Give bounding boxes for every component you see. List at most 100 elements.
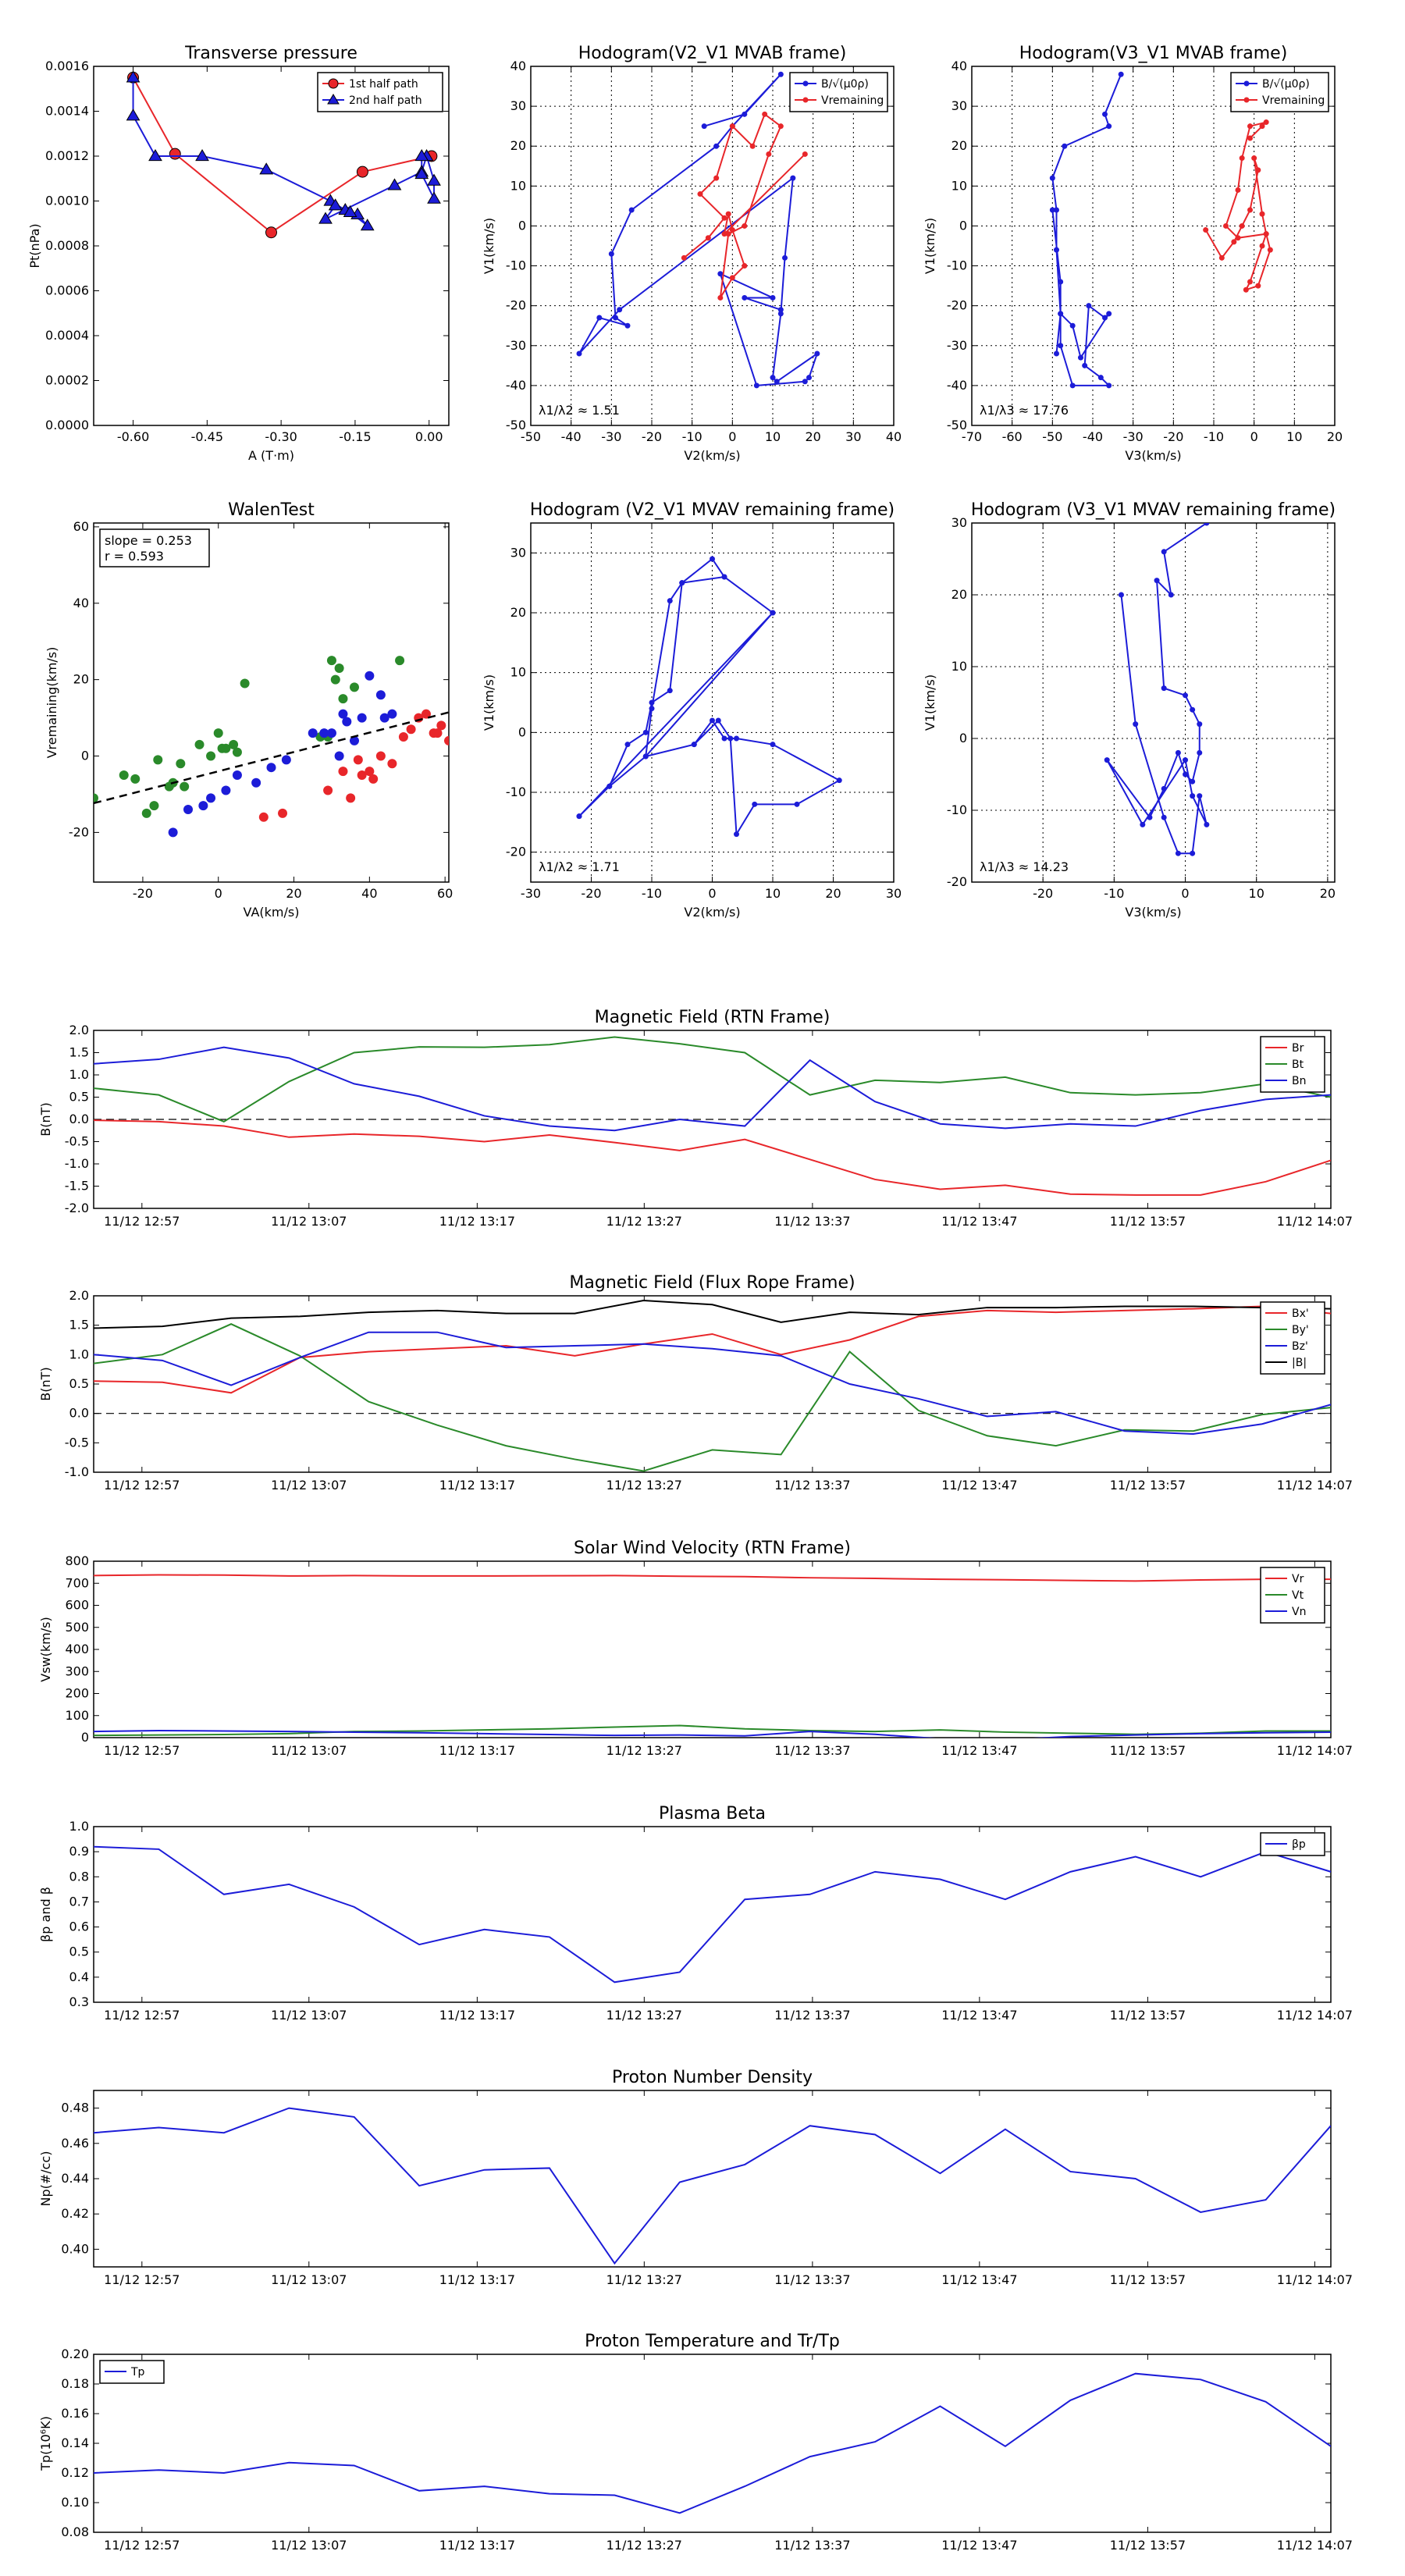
data-point (436, 720, 446, 731)
data-point (721, 735, 727, 742)
panel-bFR: Magnetic Field (Flux Rope Frame) -1.0 -0.5… (38, 1273, 1353, 1493)
data-point (240, 678, 250, 688)
y-tick-label: 10 (510, 665, 526, 680)
x-tick-label: 11/12 13:17 (439, 2272, 515, 2287)
panel-h2: Hodogram(V3_V1 MVAB frame) -50 -40 -30 -20 -1… (923, 44, 1343, 463)
legend-label: Vr (1292, 1573, 1304, 1585)
annotation-text: slope = 0.253 (105, 533, 192, 548)
data-point (777, 71, 784, 77)
data-point (406, 724, 416, 735)
series-line-Vremaining (683, 112, 806, 298)
x-tick-label: 0 (1181, 886, 1189, 901)
y-tick-label: 0.12 (61, 2465, 89, 2480)
axes-frame (93, 2090, 1332, 2268)
y-tick-label: 40 (510, 59, 526, 73)
data-point (1223, 222, 1229, 229)
data-point (1082, 362, 1088, 368)
plot-area (94, 656, 449, 838)
x-tick-label: 11/12 12:57 (104, 1743, 180, 1758)
y-tick-label: -30 (506, 338, 526, 353)
y-tick-label: 0.5 (69, 1944, 89, 1959)
series-line-0 (578, 557, 841, 837)
y-tick-label: 60 (73, 519, 89, 534)
data-point (617, 307, 623, 313)
axes-frame (93, 2354, 1332, 2533)
data-point (323, 785, 333, 795)
y-tick-label: 600 (65, 1598, 89, 1613)
x-tick-label: 11/12 13:47 (941, 1743, 1017, 1758)
x-tick-label: 11/12 13:37 (774, 2008, 850, 2023)
axes-frame (93, 522, 450, 883)
y-axis-label: Vsw(km/s) (38, 1617, 53, 1681)
y-axis-label: Np(#/cc) (38, 2151, 53, 2207)
x-tick-label: 11/12 13:57 (1110, 1214, 1186, 1229)
y-tick-label: 0.10 (61, 2495, 89, 2510)
x-tick-label: 0 (1250, 429, 1258, 444)
data-point (1140, 821, 1146, 827)
y-tick-label: 30 (510, 98, 526, 113)
y-tick-label: 0.8 (69, 1869, 89, 1884)
data-point (1069, 322, 1076, 329)
axes-frame (93, 1826, 1332, 2003)
y-tick-label: 20 (510, 138, 526, 153)
plot-area (576, 71, 820, 389)
legend-label: Vt (1292, 1589, 1304, 1602)
x-tick-label: 11/12 13:27 (606, 2538, 682, 2553)
x-tick-label: 10 (1286, 429, 1302, 444)
data-point (266, 763, 276, 773)
x-tick-label: 10 (1249, 886, 1264, 901)
series-line-By' (94, 1323, 1331, 1472)
x-tick-label: 0 (728, 429, 736, 444)
data-point (1058, 343, 1064, 349)
x-tick-label: 11/12 14:07 (1277, 2272, 1353, 2287)
plot-area (1049, 71, 1273, 389)
y-tick-label: 500 (65, 1620, 89, 1635)
x-tick-label: 11/12 13:37 (774, 1478, 850, 1493)
y-tick-label: 40 (951, 59, 967, 73)
data-point (762, 111, 768, 117)
plot-area (576, 556, 842, 838)
y-tick-label: 20 (510, 605, 526, 620)
data-point (278, 808, 288, 818)
data-point (213, 728, 223, 738)
x-tick-label: 11/12 14:07 (1277, 1214, 1353, 1229)
data-point (742, 222, 748, 229)
data-point (770, 375, 776, 381)
axes-frame (93, 1295, 1332, 1473)
series-line-B/√(μ0ρ) (1051, 73, 1122, 386)
y-tick-label: 30 (510, 545, 526, 560)
y-tick-label: -20 (506, 298, 526, 313)
legend-label: By' (1292, 1324, 1309, 1336)
data-point (802, 379, 808, 385)
x-tick-label: 11/12 13:47 (941, 2008, 1017, 2023)
data-point (1190, 793, 1196, 799)
x-axis-label: V3(km/s) (1125, 905, 1181, 920)
y-tick-label: 0.18 (61, 2376, 89, 2391)
legend-label: Bx' (1292, 1308, 1309, 1320)
y-tick-label: 20 (73, 672, 89, 687)
y-tick-label: 0 (518, 218, 526, 233)
x-tick-label: 11/12 13:47 (941, 1214, 1017, 1229)
y-tick-label: -40 (506, 378, 526, 393)
data-point (774, 379, 780, 385)
data-point (229, 739, 239, 749)
data-point (1197, 749, 1203, 756)
x-tick-label: 0 (708, 886, 716, 901)
data-point (148, 149, 162, 162)
plot-area (94, 2107, 1331, 2265)
y-tick-label: -50 (506, 418, 526, 432)
x-tick-label: 11/12 13:57 (1110, 2538, 1186, 2553)
data-point (198, 801, 208, 811)
data-point (1255, 283, 1261, 289)
y-tick-label: 0.0002 (45, 373, 89, 388)
x-tick-label: 0.00 (415, 429, 443, 444)
data-point (194, 739, 205, 749)
plot-area (94, 1845, 1331, 1984)
panel-beta: Plasma Beta 0.3 0.4 0.5 0.6 0.7 0.8 0.9 1.0 11/12… (38, 1804, 1353, 2023)
x-tick-label: 20 (286, 886, 301, 901)
y-tick-label: 0.44 (61, 2171, 89, 2186)
y-tick-label: 10 (951, 659, 967, 674)
data-point (576, 813, 582, 820)
y-tick-label: 0.0012 (45, 148, 89, 163)
data-point (1263, 231, 1269, 237)
